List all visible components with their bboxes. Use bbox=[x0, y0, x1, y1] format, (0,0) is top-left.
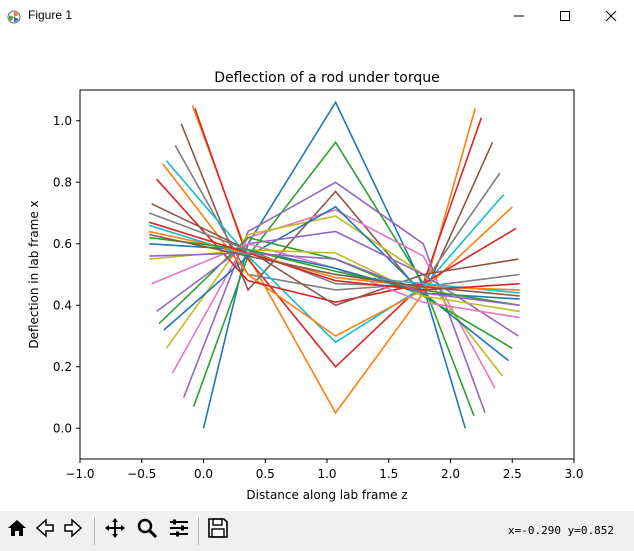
x-tick-label: 1.5 bbox=[379, 467, 398, 481]
forward-button[interactable] bbox=[59, 516, 87, 544]
minimize-icon bbox=[513, 7, 525, 26]
y-tick-label: 0.6 bbox=[53, 237, 72, 251]
y-tick-label: 0.4 bbox=[53, 298, 72, 312]
minimize-button[interactable] bbox=[496, 0, 542, 32]
home-button[interactable] bbox=[3, 516, 31, 544]
series-line bbox=[165, 215, 504, 377]
pan-button[interactable] bbox=[101, 516, 129, 544]
chart-title: Deflection of a rod under torque bbox=[214, 70, 440, 86]
y-axis-label: Deflection in lab frame x bbox=[27, 200, 41, 348]
save-icon bbox=[207, 517, 229, 543]
series-line bbox=[162, 163, 513, 337]
close-icon bbox=[605, 7, 617, 26]
x-tick-label: 2.0 bbox=[441, 467, 460, 481]
series-line bbox=[163, 205, 509, 362]
series-line bbox=[165, 160, 505, 344]
close-button[interactable] bbox=[588, 0, 634, 32]
series-line bbox=[202, 100, 467, 429]
matplotlib-logo-icon bbox=[7, 9, 21, 24]
series-line bbox=[151, 203, 519, 307]
series-line bbox=[149, 252, 520, 307]
y-tick-label: 0.0 bbox=[53, 421, 72, 435]
series-layer bbox=[148, 100, 520, 429]
y-tick-label: 0.2 bbox=[53, 360, 72, 374]
cursor-coordinates: x=-0.290 y=0.852 bbox=[508, 524, 614, 537]
save-button[interactable] bbox=[204, 516, 232, 544]
x-tick-label: −1.0 bbox=[65, 467, 94, 481]
back-button[interactable] bbox=[31, 516, 59, 544]
window-title: Figure 1 bbox=[28, 8, 73, 22]
window-titlebar: Figure 1 bbox=[0, 0, 634, 32]
x-tick-label: 3.0 bbox=[564, 467, 583, 481]
x-tick-label: 0.0 bbox=[194, 467, 213, 481]
home-icon bbox=[6, 517, 28, 543]
series-line bbox=[149, 233, 520, 297]
series-line bbox=[148, 221, 520, 291]
series-line bbox=[174, 145, 501, 291]
line-chart: −1.0 −0.5 0.0 0.5 1.0 1.5 2.0 2.5 3.0 0.0 0.2 0.4 0.… bbox=[27, 70, 584, 502]
x-axis-label: Distance along lab frame z bbox=[246, 488, 407, 502]
x-tick-label: 2.5 bbox=[503, 467, 522, 481]
series-line bbox=[192, 140, 475, 417]
ticks-layer: −1.0 −0.5 0.0 0.5 1.0 1.5 2.0 2.5 3.0 0.0 0.2 0.4 0.… bbox=[53, 114, 584, 481]
x-tick-label: 0.5 bbox=[256, 467, 275, 481]
configure-subplots-button[interactable] bbox=[165, 516, 193, 544]
pan-icon bbox=[104, 517, 126, 543]
series-line bbox=[149, 249, 520, 313]
configure-subplots-icon bbox=[168, 517, 190, 543]
navigation-toolbar: x=-0.290 y=0.852 bbox=[0, 511, 634, 551]
maximize-button[interactable] bbox=[542, 0, 588, 32]
back-icon bbox=[34, 517, 56, 543]
y-tick-label: 1.0 bbox=[53, 114, 72, 128]
x-tick-label: 1.0 bbox=[317, 467, 336, 481]
toolbar-separator bbox=[94, 517, 95, 545]
series-line bbox=[149, 236, 520, 307]
figure-canvas[interactable]: −1.0 −0.5 0.0 0.5 1.0 1.5 2.0 2.5 3.0 0.0 0.2 0.4 0.… bbox=[0, 32, 634, 511]
toolbar-separator bbox=[198, 517, 199, 545]
y-tick-label: 0.8 bbox=[53, 175, 72, 189]
forward-icon bbox=[62, 517, 84, 543]
maximize-icon bbox=[559, 7, 571, 26]
series-line bbox=[194, 108, 483, 368]
series-line bbox=[148, 212, 520, 288]
zoom-button[interactable] bbox=[133, 516, 161, 544]
zoom-icon bbox=[136, 517, 158, 543]
x-tick-label: −0.5 bbox=[127, 467, 156, 481]
